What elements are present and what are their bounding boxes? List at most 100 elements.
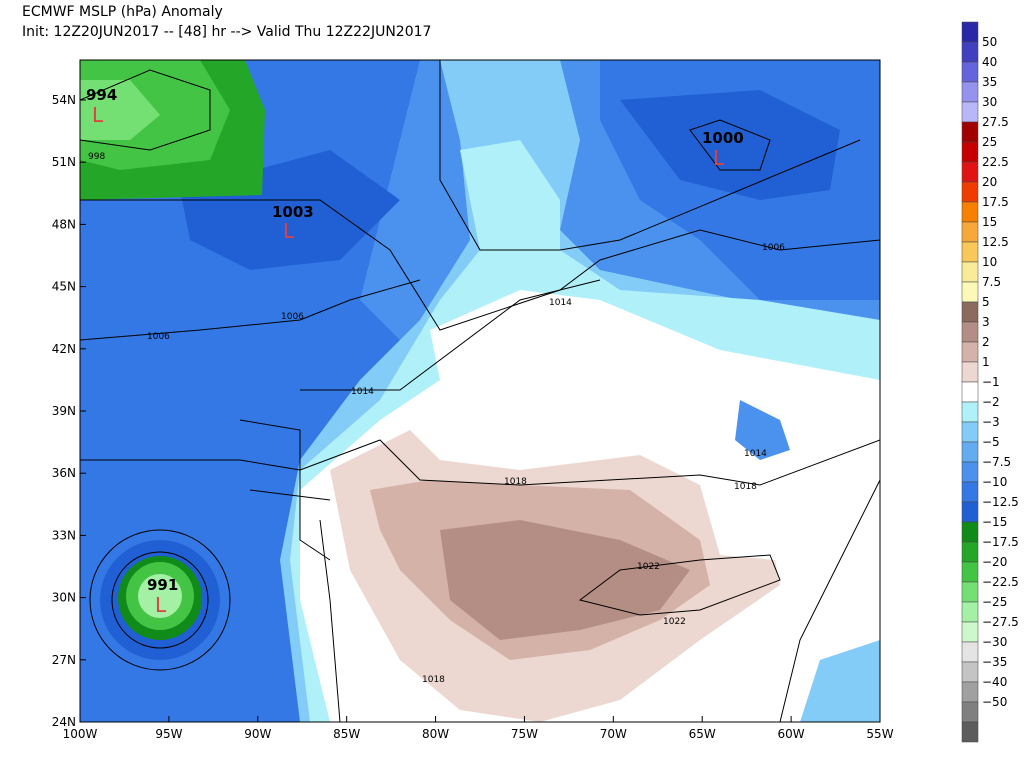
colorbar-label: −5 [982, 435, 1000, 449]
colorbar-box [961, 321, 979, 343]
colorbar-box [961, 281, 979, 303]
colorbar-label: 30 [982, 95, 997, 109]
contour-label: 1006 [147, 332, 170, 342]
colorbar-label: 15 [982, 215, 997, 229]
y-tick-label: 42N [52, 342, 76, 356]
y-tick-label: 33N [52, 528, 76, 542]
colorbar-label: 2 [982, 335, 990, 349]
low-pressure: 994 [86, 86, 117, 104]
colorbar-label: −30 [982, 635, 1007, 649]
subtitle: Init: 12Z20JUN2017 -- [48] hr --> Valid … [22, 24, 431, 40]
x-tick-label: 95W [155, 727, 182, 741]
colorbar-box [961, 581, 979, 603]
colorbar-label: 50 [982, 35, 997, 49]
y-tick-label: 30N [52, 591, 76, 605]
colorbar-label: −50 [982, 695, 1007, 709]
contour-label: 1014 [549, 298, 572, 308]
colorbar-label: 10 [982, 255, 997, 269]
colorbar-label: 40 [982, 55, 997, 69]
x-tick-label: 100W [63, 727, 98, 741]
y-tick-label: 51N [52, 155, 76, 169]
colorbar-label: 17.5 [982, 195, 1009, 209]
colorbar-box [961, 701, 979, 723]
colorbar-label: −20 [982, 555, 1007, 569]
colorbar-box [961, 561, 979, 583]
contour-label: 998 [88, 152, 105, 162]
colorbar-box [961, 361, 979, 383]
x-tick-label: 65W [689, 727, 716, 741]
colorbar-label: −12.5 [982, 495, 1019, 509]
colorbar-label: 20 [982, 175, 997, 189]
colorbar-label: −17.5 [982, 535, 1019, 549]
contour-label: 1022 [637, 562, 660, 572]
contour-label: 1022 [663, 617, 686, 627]
colorbar-label: 5 [982, 295, 990, 309]
colorbar-box [961, 381, 979, 403]
colorbar-box [961, 241, 979, 263]
colorbar-box [961, 421, 979, 443]
map-frame [79, 59, 881, 723]
colorbar-label: 12.5 [982, 235, 1009, 249]
colorbar-box [961, 401, 979, 423]
colorbar-label: 1 [982, 355, 990, 369]
x-tick-label: 55W [866, 727, 893, 741]
colorbar-box [961, 41, 979, 63]
contour-labels: 998 1006 1006 1014 1014 1006 1014 1018 1… [88, 152, 785, 685]
y-tick-label: 27N [52, 653, 76, 667]
contour-label: 1006 [762, 243, 785, 253]
contour-label: 1014 [351, 387, 374, 397]
colorbar-label: 27.5 [982, 115, 1009, 129]
x-tick-label: 75W [511, 727, 538, 741]
x-tick-label: 80W [422, 727, 449, 741]
low-symbol: L [713, 146, 725, 170]
colorbar-box [961, 21, 979, 43]
low-pressure: 991 [147, 576, 178, 594]
colorbar-label: −40 [982, 675, 1007, 689]
colorbar-label: 22.5 [982, 155, 1009, 169]
colorbar-box [961, 601, 979, 623]
colorbar-label: −22.5 [982, 575, 1019, 589]
colorbar-box [961, 501, 979, 523]
low-labels: 994 L 1003 L 1000 L 991 L [86, 86, 744, 617]
y-tick-label: 48N [52, 217, 76, 231]
colorbar-label: −1 [982, 375, 1000, 389]
colorbar-box [961, 621, 979, 643]
x-tick-label: 90W [244, 727, 271, 741]
colorbar-box [961, 721, 979, 743]
y-tick-label: 54N [52, 93, 76, 107]
colorbar-box [961, 641, 979, 663]
y-tick-label: 36N [52, 466, 76, 480]
colorbar-box [961, 81, 979, 103]
colorbar-box [961, 461, 979, 483]
colorbar-box [961, 161, 979, 183]
colorbar-box [961, 541, 979, 563]
colorbar-box [961, 61, 979, 83]
colorbar-label: −10 [982, 475, 1007, 489]
colorbar-box [961, 521, 979, 543]
colorbar-label: 7.5 [982, 275, 1001, 289]
colorbar-box [961, 681, 979, 703]
x-tick-label: 60W [778, 727, 805, 741]
colorbar-label: 25 [982, 135, 997, 149]
y-tick-label: 24N [52, 715, 76, 729]
colorbar-label: −2 [982, 395, 1000, 409]
colorbar-label: −35 [982, 655, 1007, 669]
low-symbol: L [155, 593, 167, 617]
colorbar-box [961, 221, 979, 243]
colorbar-box [961, 481, 979, 503]
low-pressure: 1000 [702, 129, 744, 147]
colorbar-box [961, 201, 979, 223]
low-symbol: L [283, 219, 295, 243]
x-tick-label: 70W [600, 727, 627, 741]
contour-label: 1014 [744, 449, 767, 459]
contour-label: 1018 [734, 482, 757, 492]
low-pressure: 1003 [272, 203, 314, 221]
x-tick-label: 85W [333, 727, 360, 741]
colorbar-box [961, 141, 979, 163]
y-tick-label: 45N [52, 280, 76, 294]
colorbar-box [961, 181, 979, 203]
colorbar-box [961, 101, 979, 123]
title: ECMWF MSLP (hPa) Anomaly [22, 4, 223, 20]
colorbar-box [961, 341, 979, 363]
